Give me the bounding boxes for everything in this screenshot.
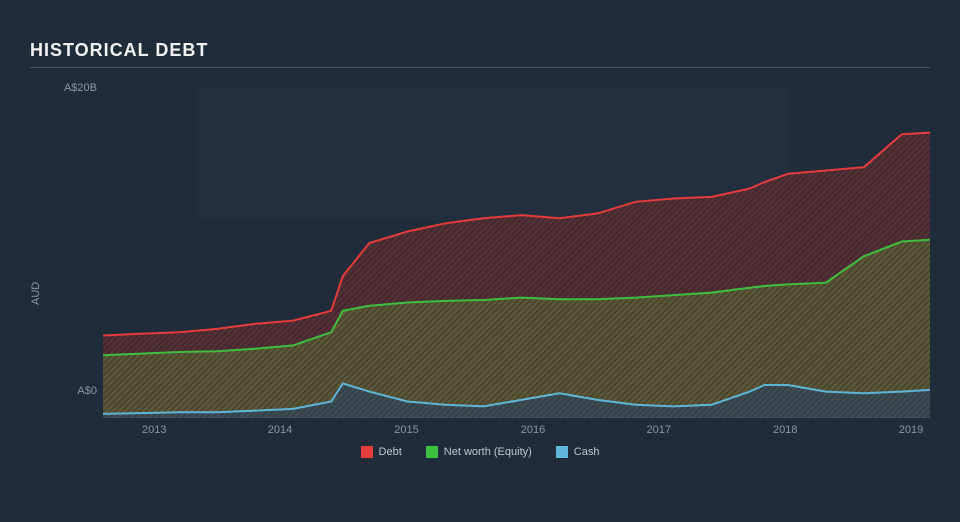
legend-label: Cash	[574, 446, 600, 458]
x-tick: 2015	[394, 424, 418, 436]
x-axis-ticks: 2013 2014 2015 2016 2017 2018 2019	[103, 418, 930, 438]
y-tick: A$0	[77, 385, 97, 397]
y-axis-label: AUD	[30, 88, 48, 418]
legend-swatch	[361, 446, 373, 458]
legend-swatch	[556, 446, 568, 458]
legend: Debt Net worth (Equity) Cash	[30, 446, 930, 458]
chart-wrapper: AUD A$0A$20B	[30, 88, 930, 418]
x-tick: 2018	[773, 424, 797, 436]
y-axis-ticks: A$0A$20B	[48, 88, 103, 418]
legend-item: Cash	[556, 446, 600, 458]
legend-item: Net worth (Equity)	[426, 446, 532, 458]
x-tick: 2016	[521, 424, 545, 436]
chart-title: HISTORICAL DEBT	[30, 40, 930, 61]
y-tick: A$20B	[64, 82, 97, 94]
x-tick: 2013	[142, 424, 166, 436]
x-tick: 2017	[646, 424, 670, 436]
x-tick: 2014	[268, 424, 292, 436]
legend-label: Debt	[379, 446, 402, 458]
x-tick: 2019	[899, 424, 923, 436]
legend-swatch	[426, 446, 438, 458]
title-underline	[30, 67, 930, 68]
plot-area: 2013201420152016201720182019	[103, 88, 930, 418]
chart-container: HISTORICAL DEBT AUD A$0A$20B	[0, 0, 960, 522]
legend-label: Net worth (Equity)	[444, 446, 532, 458]
plot-svg	[103, 88, 930, 418]
legend-item: Debt	[361, 446, 402, 458]
